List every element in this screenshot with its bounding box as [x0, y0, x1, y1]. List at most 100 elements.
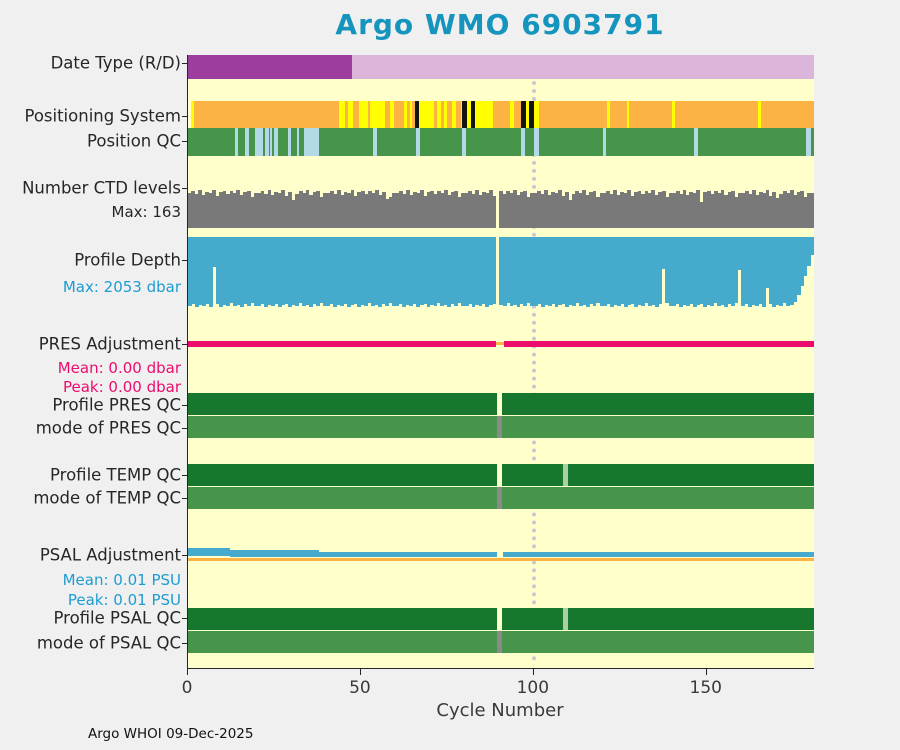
band-profile-depth-bar	[274, 237, 279, 304]
band-ctd-levels-bar	[692, 193, 697, 228]
band-ctd-levels-bar	[333, 193, 338, 228]
band-ctd-levels-bar	[609, 193, 614, 228]
row-tick-mark	[182, 405, 187, 406]
band-ctd-levels-bar	[741, 192, 746, 228]
x-tick-mark	[705, 669, 707, 675]
plot-area	[187, 55, 815, 669]
band-profile-depth-bar	[710, 237, 715, 306]
row-tick-mark	[182, 116, 187, 117]
band-ctd-levels-bar	[212, 190, 217, 228]
band-profile-depth-bar	[589, 237, 594, 304]
band-profile-depth-bar	[412, 237, 417, 304]
row-tick-mark	[182, 618, 187, 619]
band-profile-depth-bar	[692, 237, 697, 307]
band-ctd-levels-bar	[596, 196, 600, 228]
band-profile-depth-bar	[775, 237, 780, 305]
band-ctd-levels-bar	[603, 192, 607, 228]
band-profile-depth-bar	[478, 237, 483, 307]
band-ctd-levels-bar	[727, 192, 732, 228]
row-sublabel-depth-max: Max: 2053 dbar	[62, 278, 181, 296]
band-positioning-system-segment	[339, 101, 345, 128]
band-profile-depth-bar	[668, 237, 673, 306]
band-profile-depth-bar	[271, 237, 275, 307]
band-ctd-levels-bar	[450, 192, 455, 228]
band-ctd-levels-bar	[257, 192, 261, 228]
band-profile-depth-bar	[568, 237, 573, 305]
page-title: Argo WMO 6903791	[335, 8, 665, 41]
band-mode-psal-qc-segment	[496, 631, 503, 653]
band-position-qc-segment	[524, 128, 534, 156]
footer-credit: Argo WHOI 09-Dec-2025	[88, 726, 254, 742]
band-profile-depth-bar	[284, 237, 289, 305]
band-profile-depth-bar	[544, 237, 549, 305]
band-profile-depth-bar	[603, 237, 607, 306]
row-label-pres-adjustment: PRES Adjustment	[38, 334, 181, 354]
band-profile-depth-bar	[592, 237, 597, 307]
row-label-ctd-levels: Number CTD levels	[22, 178, 181, 198]
band-ctd-levels-bar	[634, 191, 638, 228]
band-ctd-levels-bar	[250, 196, 255, 228]
band-ctd-levels-bar	[530, 192, 535, 228]
band-position-qc-segment	[270, 128, 273, 156]
band-ctd-levels-bar	[364, 194, 369, 228]
band-profile-depth-bar	[215, 237, 220, 305]
band-profile-depth-bar	[322, 237, 327, 306]
band-profile-depth-bar	[502, 237, 507, 306]
band-ctd-levels-bar	[378, 195, 383, 228]
band-profile-depth-bar	[796, 237, 801, 295]
band-ctd-levels-bar	[585, 195, 590, 228]
band-profile-depth-bar	[751, 237, 756, 305]
band-ctd-levels-bar	[367, 191, 372, 228]
band-positioning-system-segment	[757, 101, 761, 128]
band-ctd-levels-bar	[274, 191, 279, 228]
band-position-qc-segment	[264, 128, 269, 156]
band-ctd-levels-bar	[430, 190, 434, 228]
band-profile-depth-bar	[253, 237, 258, 306]
band-mode-temp-qc-segment	[502, 487, 814, 509]
band-ctd-levels-bar	[744, 191, 749, 228]
band-ctd-levels-bar	[239, 195, 244, 228]
band-ctd-levels-bar	[564, 191, 569, 228]
row-sublabel-ctd-max: Max: 163	[111, 203, 181, 221]
row-tick-mark	[182, 428, 187, 429]
band-profile-depth-bar	[765, 237, 770, 289]
row-tick-mark	[182, 475, 187, 476]
band-profile-depth-bar	[340, 237, 345, 307]
band-positioning-system-segment	[193, 101, 340, 128]
band-ctd-levels-bar	[208, 193, 213, 228]
band-position-qc-segment	[287, 128, 292, 156]
band-position-qc-segment	[273, 128, 278, 156]
band-profile-depth-bar	[194, 237, 199, 307]
band-profile-depth-bar	[319, 237, 324, 304]
band-positioning-system-segment	[385, 101, 390, 128]
row-sublabel-pres-peak: Peak: 0.00 dbar	[62, 378, 181, 396]
band-profile-depth-bar	[748, 237, 753, 307]
band-profile-depth-bar	[520, 237, 524, 304]
row-label-profile-temp-qc: Profile TEMP QC	[50, 465, 181, 485]
band-positioning-system-segment	[674, 101, 758, 128]
band-profile-depth-bar	[575, 237, 580, 304]
band-ctd-levels-bar	[755, 194, 760, 228]
band-positioning-system-segment	[609, 101, 627, 128]
row-label-mode-psal-qc: mode of PSAL QC	[36, 633, 181, 653]
row-tick-mark	[182, 643, 187, 644]
x-tick-label: 100	[516, 678, 550, 698]
band-profile-depth-bar	[779, 237, 784, 306]
band-profile-depth-bar	[243, 237, 248, 304]
band-ctd-levels-bar	[786, 193, 791, 228]
band-ctd-levels-bar	[198, 190, 203, 228]
band-ctd-levels-bar	[288, 191, 293, 228]
band-ctd-levels-bar	[419, 190, 424, 228]
band-positioning-system-segment	[607, 101, 610, 128]
band-profile-depth-bar	[727, 237, 732, 304]
band-ctd-levels-bar	[547, 194, 552, 228]
row-label-mode-temp-qc: mode of TEMP QC	[33, 488, 181, 508]
band-ctd-levels-bar	[769, 195, 773, 228]
band-profile-depth-bar	[609, 237, 614, 307]
band-ctd-levels-bar	[232, 193, 237, 228]
band-ctd-levels-bar	[457, 196, 462, 228]
band-ctd-levels-bar	[315, 190, 320, 228]
band-ctd-levels-bar	[793, 195, 798, 228]
band-ctd-levels-bar	[551, 191, 555, 228]
band-psal-adjustment-segment	[188, 548, 230, 556]
